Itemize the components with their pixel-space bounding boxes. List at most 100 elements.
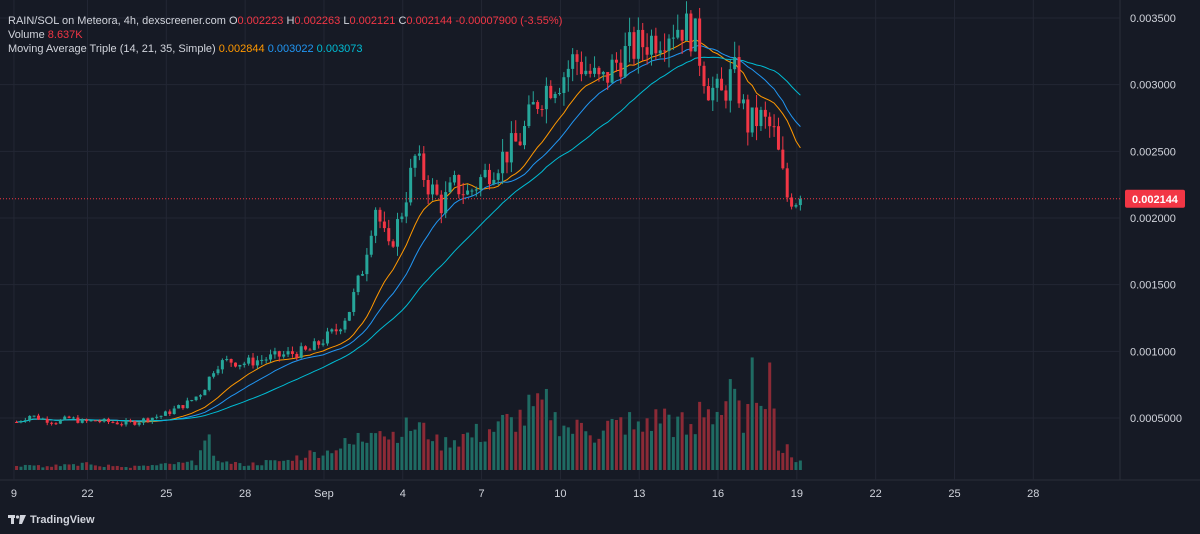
candle-body — [290, 351, 294, 354]
volume-bar — [185, 461, 189, 470]
volume-bar — [781, 452, 785, 470]
volume-bar — [531, 406, 535, 470]
volume-bar — [658, 423, 662, 470]
candle-body — [522, 126, 526, 146]
candle-body — [649, 35, 653, 55]
volume-bar — [360, 441, 364, 470]
volume-bar — [711, 424, 715, 470]
candle-body — [558, 93, 562, 95]
volume-bar — [501, 414, 505, 470]
candle-body — [67, 416, 71, 418]
candle-body — [496, 173, 500, 180]
volume-bar — [680, 412, 684, 470]
candle-body — [593, 67, 597, 74]
volume-bar — [579, 422, 583, 470]
volume-bar — [466, 432, 470, 470]
low-label: L — [343, 15, 350, 27]
x-tick-label: 28 — [239, 488, 251, 500]
volume-bar — [299, 460, 303, 470]
candle-body — [400, 216, 404, 220]
candle-body — [435, 184, 439, 195]
volume-bar — [671, 437, 675, 470]
candle-body — [514, 133, 518, 142]
volume-bar — [304, 457, 308, 470]
low-value: 0.002121 — [349, 15, 396, 27]
volume-bar — [378, 431, 382, 470]
volume-bar — [32, 465, 36, 470]
candle-body — [269, 354, 273, 360]
volume-bar — [614, 419, 618, 470]
volume-bar — [146, 465, 150, 470]
candle-body — [461, 194, 465, 196]
candle-body — [339, 329, 343, 332]
candle-body — [146, 418, 150, 422]
candle-body — [785, 168, 789, 198]
open-value: 0.002223 — [237, 15, 284, 27]
legend-volume-row: Volume 8.637K — [8, 28, 562, 42]
legend-ma-row: Moving Average Triple (14, 21, 35, Simpl… — [8, 42, 562, 56]
volume-bar — [588, 435, 592, 470]
volume-bar — [619, 417, 623, 470]
volume-bar — [321, 455, 325, 470]
candle-body — [45, 418, 49, 423]
chart-legend: RAIN/SOL on Meteora, 4h, dexscreener.com… — [8, 14, 562, 56]
volume-bar — [689, 424, 693, 470]
volume-bar — [610, 418, 614, 470]
volume-bar — [396, 442, 400, 470]
candle-body — [483, 169, 487, 178]
current-price-label: 0.002144 — [1132, 194, 1179, 206]
volume-bar — [120, 467, 124, 470]
candle-body — [741, 99, 745, 104]
volume-bar — [247, 465, 251, 470]
volume-bar — [339, 448, 343, 470]
volume-bar — [790, 457, 794, 470]
candle-body — [137, 422, 141, 425]
volume-bar — [177, 462, 181, 470]
price-chart[interactable]: 0.0005000 0.001000 0.001500 0.002000 0.00250… — [0, 0, 1200, 505]
candle-body — [369, 235, 373, 255]
volume-bar — [387, 439, 391, 470]
candle-body — [133, 421, 137, 425]
candle-body — [295, 353, 299, 358]
volume-bar — [457, 446, 461, 470]
candle-body — [457, 174, 461, 195]
candle-body — [667, 38, 671, 51]
candle-body — [645, 47, 649, 55]
volume-bar — [124, 467, 128, 470]
candle-body — [431, 184, 435, 195]
volume-bar — [260, 465, 264, 470]
symbol-title: RAIN/SOL on Meteora, 4h, dexscreener.com — [8, 15, 226, 27]
volume-bar — [308, 450, 312, 470]
volume-bar — [142, 465, 146, 470]
candle-body — [28, 415, 32, 421]
volume-bar — [216, 460, 220, 470]
candle-body — [750, 107, 754, 133]
brand-label: TradingView — [30, 514, 95, 526]
volume-bar — [150, 465, 154, 470]
volume-bar — [203, 440, 207, 470]
candle-body — [746, 99, 750, 133]
volume-bar — [115, 465, 119, 470]
candle-body — [724, 90, 728, 101]
volume-bar — [330, 453, 334, 470]
volume-bar — [698, 401, 702, 470]
volume-bar — [601, 430, 605, 470]
x-tick-label: 9 — [11, 488, 17, 500]
volume-bar — [597, 438, 601, 470]
change-value: -0.00007900 (-3.55%) — [455, 15, 563, 27]
tradingview-logo[interactable]: TradingView — [8, 514, 95, 526]
x-tick-label: 25 — [948, 488, 960, 500]
candle-body — [518, 141, 522, 146]
candle-body — [706, 86, 710, 101]
x-tick-label: 25 — [160, 488, 172, 500]
volume-bar — [562, 425, 566, 470]
candle-body — [610, 59, 614, 83]
ma2-value: 0.003022 — [267, 43, 314, 55]
volume-bar — [181, 462, 185, 470]
candle-body — [702, 65, 706, 87]
volume-bar — [593, 442, 597, 470]
candle-body — [763, 109, 767, 117]
volume-bar — [159, 463, 163, 470]
y-tick-label: 0.002500 — [1130, 146, 1176, 158]
x-tick-label: 13 — [633, 488, 645, 500]
